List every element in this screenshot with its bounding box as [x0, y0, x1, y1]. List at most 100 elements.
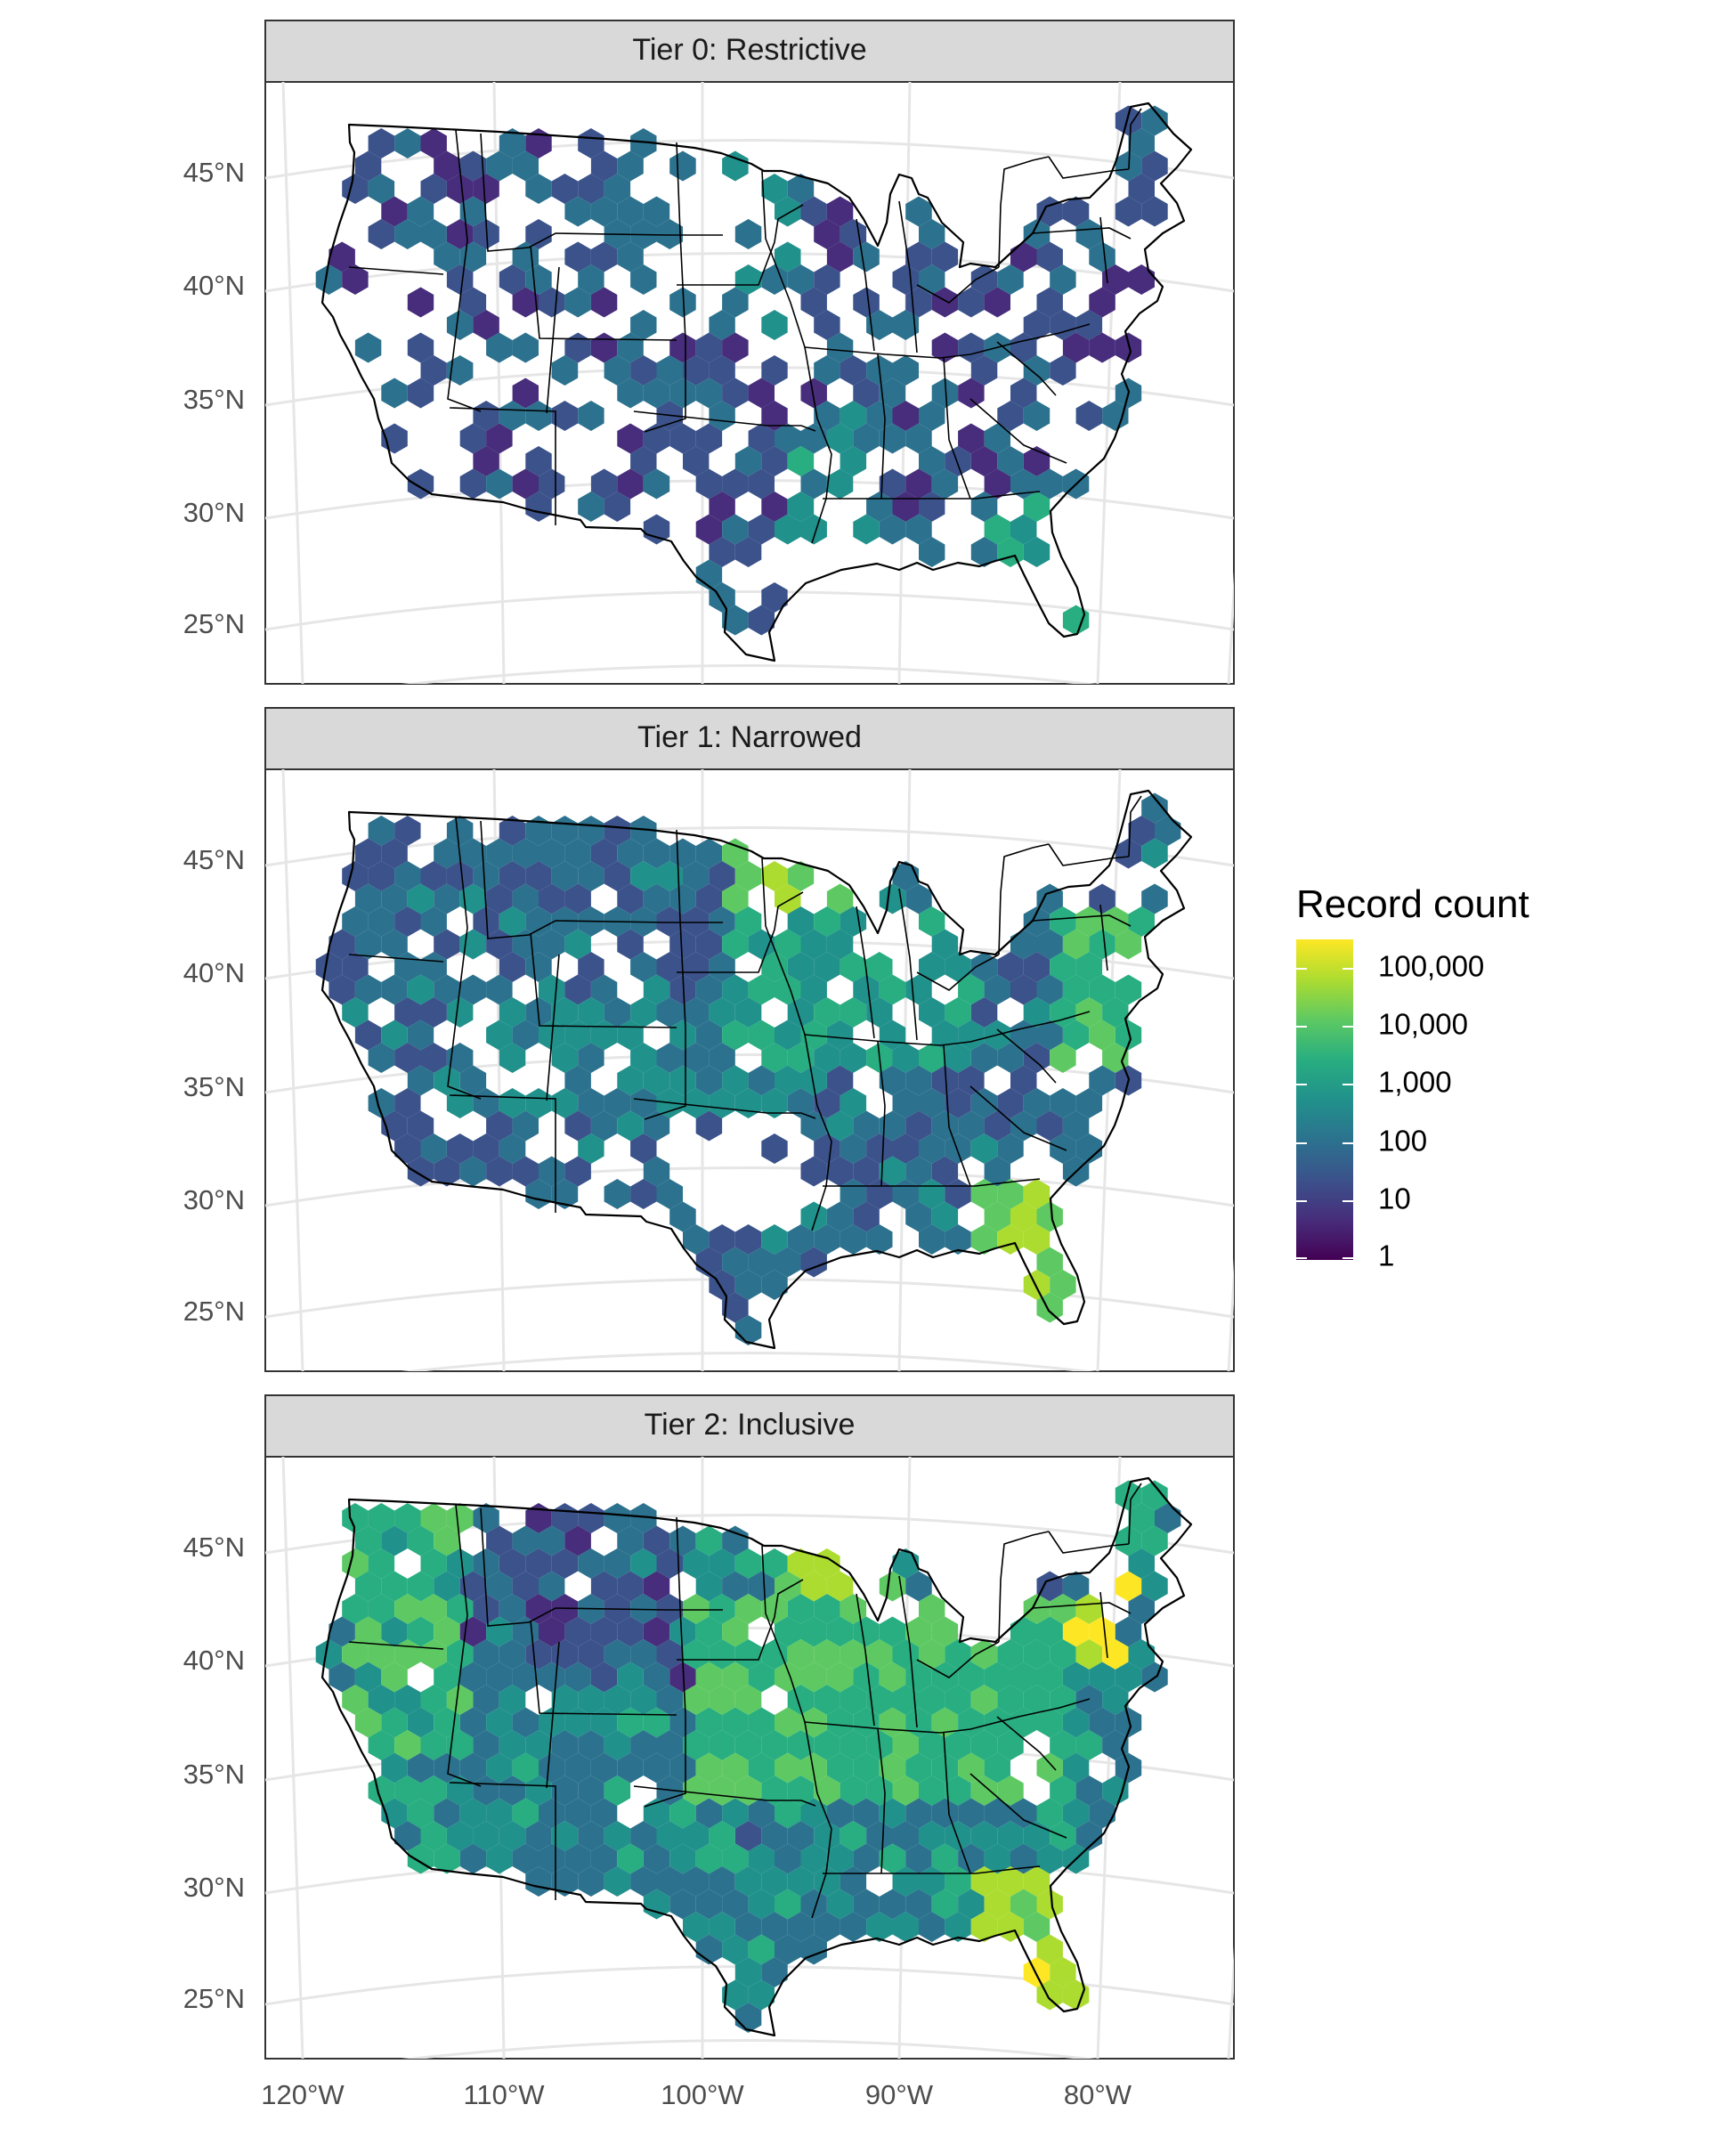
hex-cell [1075, 906, 1103, 937]
hex-cell [499, 128, 526, 158]
hex-cell [486, 838, 513, 869]
hex-cell [590, 1752, 618, 1784]
hex-cell [722, 605, 749, 636]
hex-cell [722, 1662, 749, 1693]
hex-cell [683, 1548, 710, 1579]
state-boundary [546, 954, 560, 1101]
hex-cell [407, 378, 434, 409]
hex-cell [512, 1752, 539, 1784]
hex-cell [512, 1707, 539, 1738]
hex-cell [407, 1798, 434, 1829]
hex-cell [656, 355, 683, 386]
hex-cell [853, 1616, 880, 1647]
hex-cell [1089, 1707, 1115, 1738]
hex-cell [1010, 1201, 1037, 1232]
hex-cell [892, 401, 919, 431]
hex-cell [761, 1775, 788, 1806]
hex-cell [853, 514, 880, 545]
state-boundary [969, 1085, 1067, 1151]
hex-cell [1102, 401, 1129, 431]
hex-cell [669, 1201, 696, 1232]
hex-cell [840, 1912, 867, 1942]
hex-cell [525, 952, 552, 982]
hex-cell [446, 1639, 474, 1670]
state-boundary [1048, 843, 1130, 866]
hex-cell [551, 1043, 579, 1073]
hex-cell [1036, 1662, 1063, 1693]
state-boundary [943, 357, 971, 500]
hex-cell [564, 974, 591, 1005]
hex-cell [1075, 1134, 1103, 1164]
hex-cell [866, 1685, 893, 1715]
hex-cell [512, 1110, 539, 1142]
hex-cell [499, 1134, 526, 1164]
hex-cell [499, 1594, 526, 1624]
hex-cell [420, 906, 447, 937]
hex-cell [525, 1179, 552, 1209]
hex-cell [905, 883, 932, 914]
legend-label: 1,000 [1378, 1066, 1452, 1099]
hex-cell [931, 1889, 959, 1920]
hex-cell [840, 446, 867, 476]
hex-cell [853, 1843, 880, 1874]
hex-cell [394, 1730, 421, 1760]
hex-cell [722, 1979, 749, 2011]
hex-cell [775, 883, 801, 914]
hex-cell [800, 287, 827, 318]
hex-cell [590, 838, 618, 869]
hex-cell [617, 1110, 644, 1142]
hex-cell [1050, 952, 1076, 982]
hex-cell [683, 1912, 710, 1942]
hex-cell [342, 906, 369, 937]
hex-cell [919, 1594, 945, 1624]
hex-cell [617, 423, 644, 454]
hex-cell [420, 952, 447, 982]
hex-cell [997, 1088, 1024, 1118]
state-boundary [877, 353, 886, 500]
hex-cell [564, 196, 591, 227]
hex-cell [879, 1662, 906, 1693]
hex-cell [590, 1707, 618, 1738]
hex-cell [761, 861, 788, 891]
hex-cell [984, 1201, 1010, 1232]
hex-cell [446, 355, 474, 386]
state-boundary [1048, 156, 1130, 179]
hex-cell [1155, 816, 1181, 846]
hex-cell [643, 1525, 670, 1556]
hex-cell [617, 196, 644, 227]
lat-tick-label: 45°N [183, 1532, 245, 1563]
latitude-gridline [401, 664, 1099, 684]
hex-cell [879, 1110, 906, 1142]
hex-cell [1141, 792, 1168, 824]
hex-cell [669, 1616, 696, 1647]
hex-cell [1010, 514, 1037, 545]
hex-cell [683, 906, 710, 937]
state-boundary [856, 906, 875, 1039]
hex-cell [643, 838, 670, 869]
hex-cell [551, 1866, 579, 1897]
hex-cell [879, 514, 906, 545]
hex-cell [499, 1088, 526, 1118]
hex-cell [800, 196, 827, 227]
hex-cell [590, 241, 618, 272]
hex-cell [1089, 241, 1115, 272]
hex-cell [1010, 1020, 1037, 1051]
hex-cell [787, 174, 815, 204]
hex-cell [919, 1821, 945, 1851]
hex-cell [919, 264, 945, 295]
hex-cell [945, 1134, 971, 1164]
hex-cell [775, 423, 801, 454]
hex-cell [997, 446, 1024, 476]
hex-cell [970, 1224, 998, 1255]
hex-cell [564, 883, 591, 914]
hex-cell [551, 355, 579, 386]
state-boundary [804, 1011, 1091, 1046]
state-boundary [644, 142, 686, 433]
hex-cell [1023, 492, 1051, 522]
hex-cell [800, 423, 827, 454]
hex-cell [525, 446, 552, 476]
hex-cell [368, 1088, 395, 1118]
hex-cell [853, 423, 880, 454]
state-boundary [348, 266, 444, 275]
hex-cell [578, 1548, 604, 1579]
